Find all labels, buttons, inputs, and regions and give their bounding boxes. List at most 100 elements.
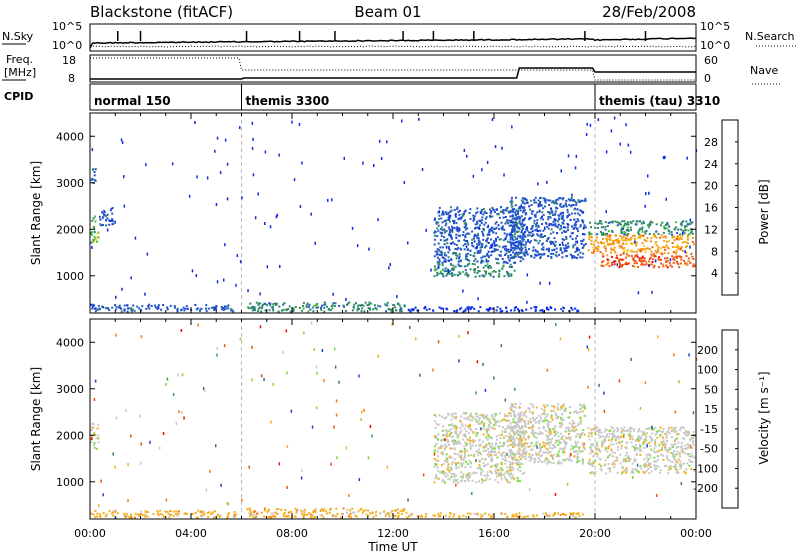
echo-pixel [464, 222, 467, 225]
echo-pixel [538, 427, 541, 430]
echo-pixel [435, 253, 438, 256]
echo-pixel [513, 440, 516, 443]
echo-pixel [420, 516, 423, 519]
echo-pixel [311, 306, 314, 309]
echo-pixel [491, 442, 494, 445]
echo-pixel [93, 174, 96, 177]
echo-pixel [594, 222, 597, 225]
echo-pixel [467, 306, 470, 309]
nave-series [90, 57, 696, 81]
echo-pixel [476, 250, 479, 253]
echo-pixel [278, 305, 281, 308]
echo-pixel [627, 434, 630, 437]
echo-pixel [540, 416, 542, 419]
echo-pixel [666, 266, 669, 269]
echo-pixel [94, 307, 97, 310]
echo-pixel [633, 250, 636, 253]
echo-pixel [547, 211, 550, 213]
echo-pixel [650, 240, 652, 243]
echo-pixel [486, 438, 489, 441]
echo-pixel [263, 507, 266, 510]
echo-pixel [519, 246, 522, 249]
echo-pixel [569, 218, 572, 221]
echo-pixel [475, 471, 478, 474]
echo-pixel [552, 231, 555, 234]
echo-pixel [541, 215, 543, 218]
echo-pixel [629, 249, 632, 252]
echo-pixel [464, 219, 466, 222]
echo-pixel [511, 214, 514, 217]
echo-pixel [637, 266, 640, 268]
echo-pixel [623, 429, 626, 432]
echo-pixel [458, 227, 461, 230]
echo-pixel [550, 207, 552, 210]
echo-pixel [500, 467, 503, 470]
echo-pixel [464, 209, 467, 212]
scatter-return [651, 290, 653, 294]
echo-pixel [442, 275, 445, 278]
echo-pixel [677, 445, 680, 448]
echo-pixel [215, 305, 218, 308]
echo-pixel [499, 441, 502, 444]
colorbar-tick-label: 4 [711, 267, 718, 280]
echo-pixel [530, 455, 532, 458]
echo-pixel [623, 460, 626, 463]
echo-pixel [630, 435, 633, 438]
echo-pixel [423, 307, 426, 310]
echo-pixel [457, 247, 460, 249]
echo-pixel [519, 462, 522, 465]
echo-pixel [627, 454, 630, 457]
echo-pixel [450, 237, 453, 240]
echo-pixel [108, 223, 111, 226]
echo-pixel [357, 304, 360, 307]
echo-pixel [105, 513, 108, 516]
scatter-return [286, 485, 288, 489]
echo-pixel [524, 235, 527, 238]
echo-pixel [509, 221, 512, 224]
echo-pixel [460, 423, 463, 425]
echo-pixel [522, 450, 525, 453]
echo-pixel [515, 306, 518, 309]
echo-pixel [610, 251, 612, 254]
echo-pixel [112, 514, 115, 517]
echo-pixel [468, 418, 471, 421]
echo-pixel [689, 222, 692, 224]
echo-pixel [509, 407, 512, 410]
echo-pixel [616, 239, 618, 241]
echo-pixel [524, 458, 527, 460]
echo-pixel [666, 222, 669, 224]
echo-pixel [446, 242, 449, 245]
echo-pixel [537, 433, 540, 436]
echo-pixel [465, 223, 468, 226]
echo-pixel [459, 419, 462, 422]
echo-pixel [675, 251, 678, 254]
echo-pixel [452, 251, 455, 254]
echo-pixel [482, 234, 485, 237]
echo-pixel [598, 449, 601, 452]
echo-pixel [554, 430, 557, 433]
echo-pixel [524, 410, 527, 413]
scatter-return [194, 121, 196, 124]
echo-pixel [490, 459, 492, 462]
echo-pixel [448, 232, 451, 235]
echo-pixel [269, 516, 272, 518]
echo-pixel [575, 240, 577, 243]
echo-pixel [315, 507, 318, 510]
echo-pixel [257, 307, 260, 310]
echo-pixel [200, 307, 203, 310]
echo-pixel [110, 208, 113, 210]
echo-pixel [614, 251, 617, 254]
echo-pixel [527, 437, 530, 440]
echo-pixel [575, 237, 577, 240]
echo-pixel [440, 307, 443, 310]
echo-pixel [681, 241, 684, 244]
echo-pixel [375, 514, 377, 517]
echo-pixel [647, 464, 650, 467]
echo-pixel [117, 306, 120, 309]
echo-pixel [542, 310, 545, 313]
echo-pixel [303, 513, 306, 516]
echo-pixel [438, 263, 441, 266]
echo-pixel [355, 515, 358, 518]
echo-pixel [503, 454, 506, 457]
echo-pixel [94, 509, 97, 512]
